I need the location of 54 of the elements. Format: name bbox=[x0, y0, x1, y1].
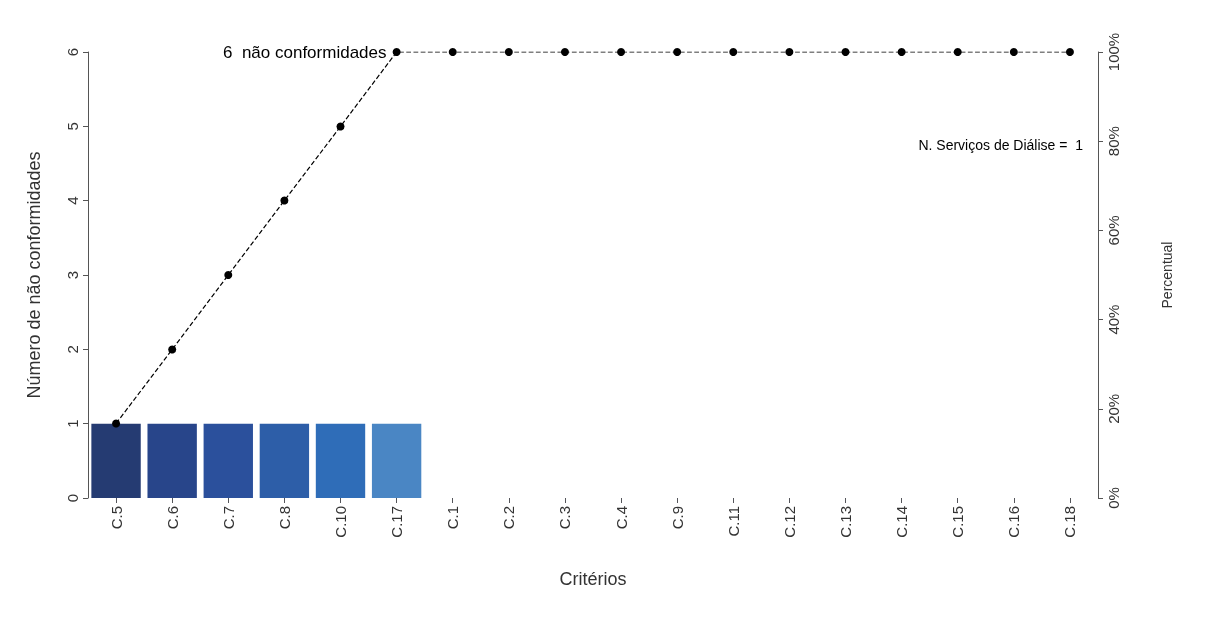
point bbox=[280, 196, 289, 205]
x-tick-label: C.9 bbox=[668, 506, 686, 530]
point bbox=[729, 48, 738, 56]
y2-tick-label: 80% bbox=[1105, 126, 1122, 157]
y-tick-label: 5 bbox=[64, 122, 81, 131]
x-tick-label: C.10 bbox=[332, 506, 349, 538]
x-tick-label: C.11 bbox=[724, 506, 742, 537]
x-tick-label: C.14 bbox=[893, 506, 911, 538]
x-axis-title: Critérios bbox=[559, 569, 627, 589]
x-tick-label: C.15 bbox=[949, 506, 967, 538]
point bbox=[224, 271, 233, 279]
x-tick-label: C.7 bbox=[219, 506, 237, 530]
point bbox=[168, 345, 177, 354]
y-tick-label: 4 bbox=[64, 196, 81, 205]
x-tick-label: C.8 bbox=[275, 506, 293, 530]
x-tick-label: C.2 bbox=[500, 506, 518, 530]
point bbox=[673, 48, 682, 56]
x-tick-label: C.5 bbox=[107, 506, 125, 530]
point bbox=[336, 122, 345, 131]
point bbox=[785, 48, 794, 56]
point bbox=[1065, 48, 1074, 56]
point bbox=[897, 48, 906, 56]
point bbox=[560, 48, 569, 56]
point bbox=[112, 419, 121, 428]
x-tick-label: C.13 bbox=[837, 506, 854, 538]
y2-tick-label: 100% bbox=[1105, 32, 1122, 72]
y-tick-label: 6 bbox=[64, 47, 81, 57]
y2-tick-label: 60% bbox=[1105, 215, 1122, 246]
x-tick-label: C.16 bbox=[1005, 506, 1023, 538]
y-tick-label: 3 bbox=[64, 270, 81, 280]
point bbox=[504, 48, 513, 56]
y2-tick-label: 20% bbox=[1105, 393, 1122, 424]
point bbox=[841, 48, 850, 56]
annotation: 6 não conformidades bbox=[223, 43, 387, 62]
y2-tick-label: 0% bbox=[1105, 487, 1122, 509]
x-tick-label: C.4 bbox=[612, 506, 630, 530]
point bbox=[448, 48, 457, 56]
x-tick-label: C.12 bbox=[780, 506, 798, 538]
annotation: N. Serviços de Diálise = 1 bbox=[918, 137, 1084, 153]
y-tick-label: 1 bbox=[64, 419, 81, 428]
y-tick-label: 2 bbox=[64, 345, 81, 354]
point bbox=[953, 48, 962, 56]
y-axis-title: Número de não conformidades bbox=[24, 151, 44, 399]
x-tick-label: C.17 bbox=[388, 506, 406, 538]
y2-axis-title: Percentual bbox=[1159, 241, 1175, 309]
point bbox=[392, 48, 401, 56]
x-tick-label: C.18 bbox=[1061, 506, 1079, 538]
x-tick-label: C.6 bbox=[163, 506, 181, 530]
point bbox=[1009, 48, 1018, 56]
x-tick-label: C.3 bbox=[556, 506, 574, 530]
point bbox=[617, 48, 626, 56]
x-tick-label: C.1 bbox=[444, 506, 462, 530]
y2-tick-label: 40% bbox=[1105, 304, 1122, 335]
y-tick-label: 0 bbox=[64, 493, 81, 503]
